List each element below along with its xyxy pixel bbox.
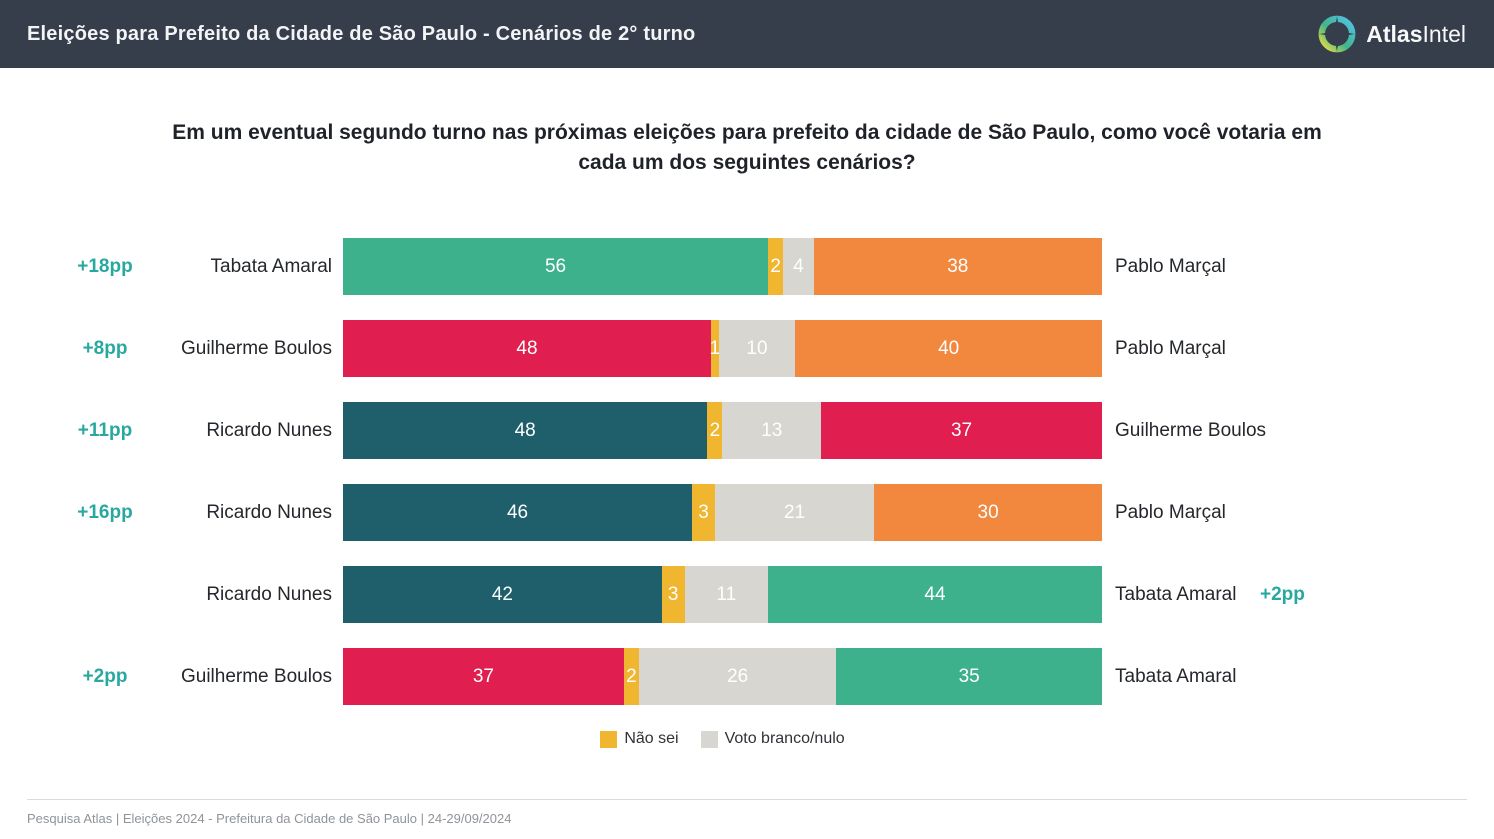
bar-segment-nao-sei: 2 bbox=[623, 648, 639, 706]
legend-label: Não sei bbox=[624, 730, 679, 748]
chart-legend: Não sei Voto branco/nulo bbox=[343, 730, 1102, 748]
bar-segment-left-candidate: 48 bbox=[343, 402, 708, 460]
brand-name-light: Intel bbox=[1422, 20, 1466, 47]
stacked-bar-chart: +18pp Tabata Amaral 56 2 4 38 Pablo Marçal +8pp… bbox=[0, 238, 1494, 706]
source-caption: Pesquisa Atlas | Eleições 2024 - Prefeit… bbox=[27, 811, 512, 827]
footer-divider bbox=[27, 799, 1467, 801]
candidate-label-right: Pablo Marçal bbox=[1115, 501, 1226, 523]
header-bar: Eleições para Prefeito da Cidade de São … bbox=[0, 0, 1494, 68]
legend-item: Não sei bbox=[600, 730, 679, 748]
atlasintel-logo-icon bbox=[1318, 15, 1356, 53]
chart-row: +11pp Ricardo Nunes 48 2 13 37 Guilherme Boulo… bbox=[0, 402, 1494, 460]
bar-segment-right-candidate: 44 bbox=[768, 566, 1102, 624]
brand: AtlasIntel bbox=[1318, 15, 1466, 53]
candidate-label-left: Guilherme Boulos bbox=[180, 665, 332, 687]
bar-segment-left-candidate: 56 bbox=[343, 238, 769, 296]
bar-segment-right-candidate: 35 bbox=[836, 648, 1102, 706]
bar-segment-nao-sei: 3 bbox=[661, 566, 685, 624]
candidate-label-right: Tabata Amaral bbox=[1115, 583, 1237, 605]
bar-segment-right-candidate: 37 bbox=[821, 402, 1102, 460]
lead-margin-label: +16pp bbox=[77, 501, 133, 523]
chart-row: Ricardo Nunes 42 3 11 44 Tabata Amaral +2pp bbox=[0, 566, 1494, 624]
bar-segment-left-candidate: 42 bbox=[343, 566, 662, 624]
legend-item: Voto branco/nulo bbox=[700, 730, 845, 748]
candidate-label-right: Pablo Marçal bbox=[1115, 337, 1226, 359]
bar-segment-right-candidate: 40 bbox=[795, 320, 1102, 378]
candidate-label-left: Ricardo Nunes bbox=[206, 583, 332, 605]
lead-margin-label: +18pp bbox=[77, 255, 133, 277]
brand-name: AtlasIntel bbox=[1366, 21, 1466, 48]
legend-label: Voto branco/nulo bbox=[724, 730, 845, 748]
bar-segment-branco-nulo: 26 bbox=[639, 648, 837, 706]
chart-row: +18pp Tabata Amaral 56 2 4 38 Pablo Marçal bbox=[0, 238, 1494, 296]
question-title: Em um eventual segundo turno nas próxima… bbox=[172, 121, 1322, 175]
chart-row: +8pp Guilherme Boulos 48 1 10 40 Pablo Marçal bbox=[0, 320, 1494, 378]
candidate-label-left: Tabata Amaral bbox=[210, 255, 332, 277]
bar-track: 48 2 13 37 bbox=[343, 402, 1102, 460]
bar-segment-branco-nulo: 4 bbox=[783, 238, 814, 296]
bar-segment-left-candidate: 48 bbox=[343, 320, 711, 378]
bar-segment-nao-sei: 1 bbox=[710, 320, 720, 378]
bar-track: 46 3 21 30 bbox=[343, 484, 1102, 542]
candidate-label-right: Tabata Amaral bbox=[1115, 665, 1237, 687]
page-title: Eleições para Prefeito da Cidade de São … bbox=[27, 22, 696, 45]
lead-margin-label: +8pp bbox=[82, 337, 128, 359]
bar-segment-branco-nulo: 13 bbox=[722, 402, 822, 460]
bar-segment-nao-sei: 2 bbox=[768, 238, 784, 296]
candidate-label-left: Ricardo Nunes bbox=[206, 501, 332, 523]
chart-row: +16pp Ricardo Nunes 46 3 21 30 Pablo Marçal bbox=[0, 484, 1494, 542]
candidate-label-left: Guilherme Boulos bbox=[180, 337, 332, 359]
bar-segment-right-candidate: 30 bbox=[874, 484, 1102, 542]
lead-margin-label: +11pp bbox=[77, 419, 133, 441]
candidate-label-right: Pablo Marçal bbox=[1115, 255, 1226, 277]
bar-segment-nao-sei: 3 bbox=[692, 484, 715, 542]
candidate-label-right: Guilherme Boulos bbox=[1115, 419, 1267, 441]
bar-segment-branco-nulo: 10 bbox=[718, 320, 796, 378]
bar-track: 37 2 26 35 bbox=[343, 648, 1102, 706]
brand-name-bold: Atlas bbox=[1366, 20, 1423, 47]
bar-segment-branco-nulo: 21 bbox=[714, 484, 875, 542]
lead-margin-label: +2pp bbox=[1260, 583, 1305, 605]
bar-segment-nao-sei: 2 bbox=[707, 402, 723, 460]
bar-segment-left-candidate: 37 bbox=[343, 648, 624, 706]
candidate-label-left: Ricardo Nunes bbox=[206, 419, 332, 441]
bar-track: 42 3 11 44 bbox=[343, 566, 1102, 624]
bar-track: 48 1 10 40 bbox=[343, 320, 1102, 378]
legend-swatch-branco-nulo bbox=[700, 730, 718, 748]
legend-swatch-nao-sei bbox=[600, 730, 618, 748]
bar-track: 56 2 4 38 bbox=[343, 238, 1102, 296]
bar-segment-branco-nulo: 11 bbox=[684, 566, 769, 624]
bar-segment-right-candidate: 38 bbox=[813, 238, 1102, 296]
bar-segment-left-candidate: 46 bbox=[343, 484, 693, 542]
chart-row: +2pp Guilherme Boulos 37 2 26 35 Tabata Amaral bbox=[0, 648, 1494, 706]
lead-margin-label: +2pp bbox=[82, 665, 128, 687]
